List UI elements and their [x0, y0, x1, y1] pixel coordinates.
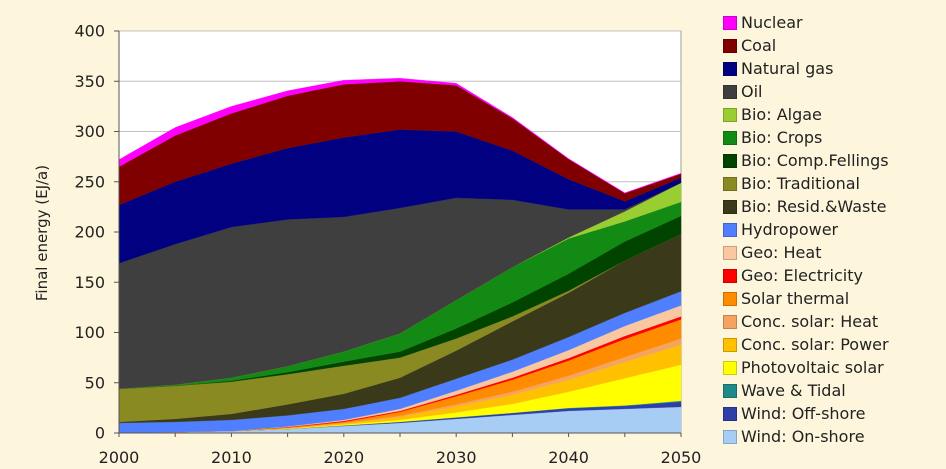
legend-label: Bio: Crops — [741, 128, 823, 147]
legend-item-wave-tidal: Wave & Tidal — [723, 379, 943, 402]
legend-item-photovoltaic-solar: Photovoltaic solar — [723, 356, 943, 379]
x-tick-label: 2050 — [661, 448, 702, 467]
legend-label: Photovoltaic solar — [741, 358, 884, 377]
legend-item-nuclear: Nuclear — [723, 11, 943, 34]
legend-item-bio-comp-fellings: Bio: Comp.Fellings — [723, 149, 943, 172]
legend-label: Wave & Tidal — [741, 381, 846, 400]
legend-swatch — [723, 61, 737, 76]
legend-label: Conc. solar: Power — [741, 335, 889, 354]
legend-item-bio-crops: Bio: Crops — [723, 126, 943, 149]
legend-label: Geo: Heat — [741, 243, 822, 262]
y-tick-label: 250 — [74, 172, 105, 191]
legend-label: Conc. solar: Heat — [741, 312, 879, 331]
legend-swatch — [723, 107, 737, 122]
legend-label: Bio: Traditional — [741, 174, 860, 193]
legend-swatch — [723, 176, 737, 191]
legend-swatch — [723, 38, 737, 53]
legend-item-geo-electricity: Geo: Electricity — [723, 264, 943, 287]
x-tick-label: 2020 — [323, 448, 364, 467]
legend-swatch — [723, 337, 737, 352]
legend-item-conc-solar-heat: Conc. solar: Heat — [723, 310, 943, 333]
legend-label: Geo: Electricity — [741, 266, 863, 285]
y-tick-label: 50 — [85, 373, 105, 392]
legend-swatch — [723, 429, 737, 444]
legend-label: Natural gas — [741, 59, 834, 78]
legend-label: Nuclear — [741, 13, 803, 32]
y-tick-label: 150 — [74, 273, 105, 292]
legend-item-bio-algae: Bio: Algae — [723, 103, 943, 126]
legend-swatch — [723, 84, 737, 99]
y-tick-label: 400 — [74, 22, 105, 41]
legend-item-coal: Coal — [723, 34, 943, 57]
legend-swatch — [723, 130, 737, 145]
y-axis-label: Final energy (EJ/a) — [33, 164, 51, 302]
y-tick-label: 350 — [74, 72, 105, 91]
legend-label: Wind: On-shore — [741, 427, 865, 446]
legend-swatch — [723, 199, 737, 214]
y-tick-label: 100 — [74, 323, 105, 342]
x-tick-label: 2010 — [211, 448, 252, 467]
legend-item-solar-thermal: Solar thermal — [723, 287, 943, 310]
x-tick-label: 2040 — [548, 448, 589, 467]
legend-item-oil: Oil — [723, 80, 943, 103]
legend-item-bio-resid-waste: Bio: Resid.&Waste — [723, 195, 943, 218]
legend-label: Wind: Off-shore — [741, 404, 866, 423]
legend-swatch — [723, 222, 737, 237]
legend-swatch — [723, 314, 737, 329]
y-tick-label: 300 — [74, 122, 105, 141]
area-series — [118, 78, 682, 434]
legend-label: Bio: Comp.Fellings — [741, 151, 889, 170]
legend-swatch — [723, 15, 737, 30]
x-tick-labels: 2000 2010 2020 2030 2040 2050 — [99, 433, 702, 467]
legend-label: Bio: Algae — [741, 105, 822, 124]
legend-swatch — [723, 383, 737, 398]
legend-item-hydropower: Hydropower — [723, 218, 943, 241]
legend-swatch — [723, 153, 737, 168]
x-tick-label: 2030 — [436, 448, 477, 467]
legend-item-wind-off-shore: Wind: Off-shore — [723, 402, 943, 425]
legend-item-bio-traditional: Bio: Traditional — [723, 172, 943, 195]
legend-item-natural-gas: Natural gas — [723, 57, 943, 80]
legend-label: Bio: Resid.&Waste — [741, 197, 887, 216]
legend-swatch — [723, 406, 737, 421]
legend-label: Hydropower — [741, 220, 839, 239]
legend-item-geo-heat: Geo: Heat — [723, 241, 943, 264]
x-tick-label: 2000 — [99, 448, 140, 467]
y-tick-labels: 0 50 100 150 200 250 300 350 400 — [74, 22, 119, 443]
legend-item-wind-on-shore: Wind: On-shore — [723, 425, 943, 448]
legend-label: Coal — [741, 36, 777, 55]
legend-swatch — [723, 291, 737, 306]
legend-label: Oil — [741, 82, 763, 101]
y-tick-label: 200 — [74, 223, 105, 242]
legend-swatch — [723, 360, 737, 375]
legend: Nuclear Coal Natural gas Oil Bio: Algae Bio: … — [723, 11, 943, 448]
legend-swatch — [723, 245, 737, 260]
legend-swatch — [723, 268, 737, 283]
legend-item-conc-solar-power: Conc. solar: Power — [723, 333, 943, 356]
area-nuclear — [118, 78, 682, 194]
y-tick-label: 0 — [95, 424, 105, 443]
legend-label: Solar thermal — [741, 289, 850, 308]
